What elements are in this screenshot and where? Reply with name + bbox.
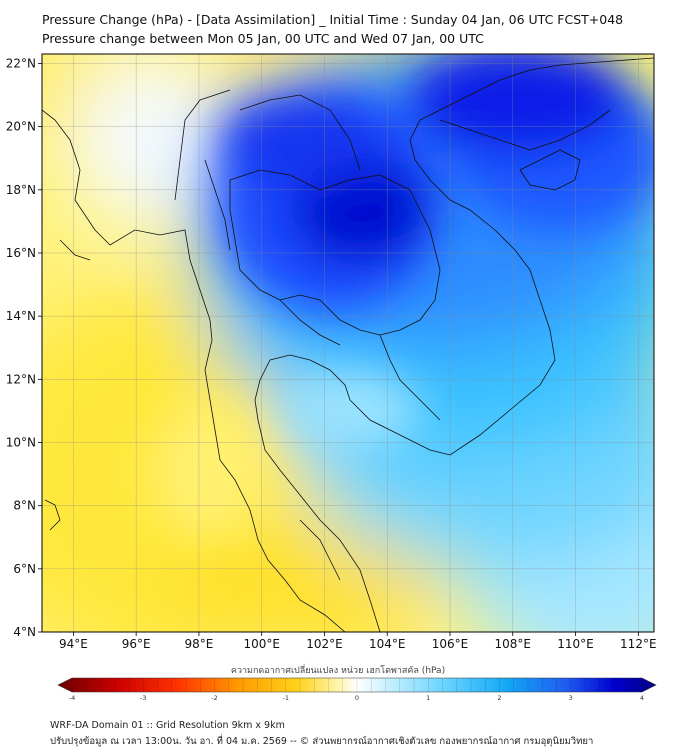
lat-tick-label: 8°N — [13, 499, 36, 513]
colorbar-tick-label: -3 — [140, 694, 146, 702]
title-line-1: Pressure Change (hPa) - [Data Assimilati… — [42, 12, 624, 27]
lon-tick-label: 112°E — [620, 637, 657, 651]
lon-tick-label: 100°E — [243, 637, 280, 651]
colorbar-tick-label: 4 — [640, 694, 644, 702]
lat-tick-label: 14°N — [6, 309, 36, 323]
colorbar-label: ความกดอากาศเปลี่ยนแปลง หน่วย เฮกโตพาสคัล… — [230, 666, 446, 676]
longitude-axis: 94°E 96°E 98°E 100°E 102°E 104°E 106°E 108°E 110… — [59, 632, 657, 651]
lat-tick-label: 10°N — [6, 435, 36, 449]
lon-tick-label: 102°E — [306, 637, 343, 651]
colorbar-tick-label: -1 — [283, 694, 289, 702]
colorbar-tick-label: -4 — [69, 694, 75, 702]
pressure-change-field — [42, 54, 654, 632]
colorbar-tick-label: -2 — [211, 694, 217, 702]
footer-line-2: ปรับปรุงข้อมูล ณ เวลา 13:00น. วัน อา. ที… — [50, 736, 594, 747]
lat-tick-label: 22°N — [6, 56, 36, 70]
lon-tick-label: 106°E — [432, 637, 469, 651]
lon-tick-label: 108°E — [495, 637, 532, 651]
title-line-2: Pressure change between Mon 05 Jan, 00 U… — [42, 31, 484, 46]
lat-tick-label: 6°N — [13, 562, 36, 576]
lon-tick-label: 94°E — [59, 637, 88, 651]
lon-tick-label: 96°E — [122, 637, 151, 651]
colorbar-tick-label: 2 — [497, 694, 501, 702]
colorbar-ticks: -4 -3 -2 -1 0 1 2 3 4 — [69, 678, 644, 702]
plot-frame — [41, 53, 655, 633]
lat-tick-label: 16°N — [6, 246, 36, 260]
lon-tick-label: 98°E — [184, 637, 213, 651]
colorbar-tick-label: 1 — [426, 694, 430, 702]
colorbar-tick-label: 3 — [569, 694, 573, 702]
footer-line-1: WRF-DA Domain 01 :: Grid Resolution 9km … — [50, 720, 285, 731]
lon-tick-label: 110°E — [557, 637, 594, 651]
lat-tick-label: 12°N — [6, 372, 36, 386]
lat-tick-label: 18°N — [6, 183, 36, 197]
lon-tick-label: 104°E — [369, 637, 406, 651]
colorbar: -4 -3 -2 -1 0 1 2 3 4 — [57, 677, 657, 702]
colorbar-tick-label: 0 — [355, 694, 359, 702]
latitude-axis: 22°N 20°N 18°N 16°N 14°N 12°N 10°N 8°N 6°N 4°N — [6, 56, 42, 639]
lat-tick-label: 20°N — [6, 120, 36, 134]
lat-tick-label: 4°N — [13, 625, 36, 639]
coastlines-borders — [42, 57, 654, 632]
